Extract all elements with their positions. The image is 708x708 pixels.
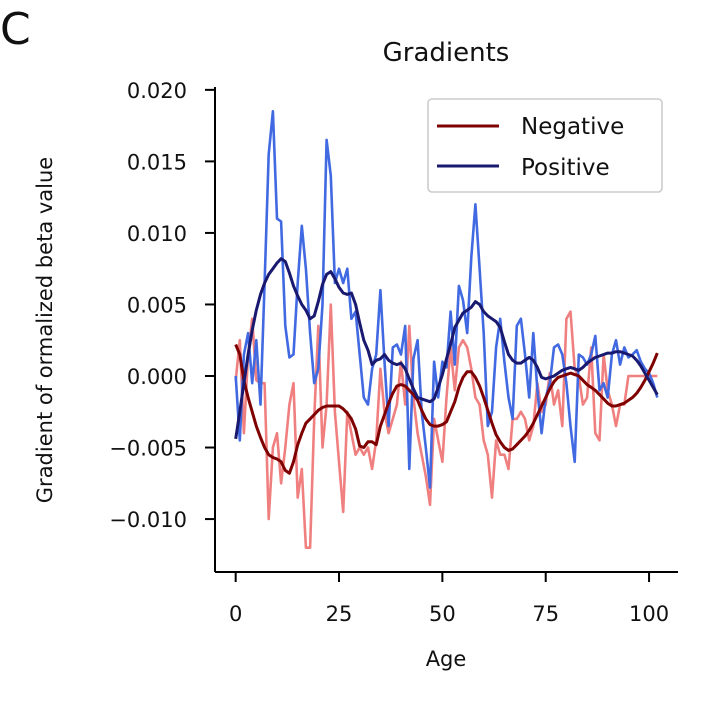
series-line-positive-smoothed [234,257,659,440]
x-tick-label: 0 [229,602,242,626]
panel-letter: C [0,4,31,55]
y-tick-label: 0.015 [127,150,187,174]
y-tick-label: 0.005 [127,293,187,317]
y-tick-label: 0.020 [127,79,187,103]
y-tick-label: 0.010 [127,222,187,246]
y-ticks: −0.010 −0.005 0.000 0.005 0.010 0.015 0.020 [109,79,215,532]
series-line-negative-smoothed [234,343,659,475]
legend-label-negative: Negative [521,114,624,140]
y-tick-label: −0.005 [109,437,187,461]
x-tick-label: 25 [326,602,353,626]
x-ticks: 0 25 50 75 100 [229,572,669,626]
legend-label-positive: Positive [521,155,610,181]
y-tick-label: −0.010 [109,508,187,532]
y-axis-label: Gradient of ormalized beta value [33,157,57,503]
y-tick-label: 0.000 [127,365,187,389]
x-tick-label: 100 [629,602,669,626]
x-axis-label: Age [426,647,467,671]
x-tick-label: 75 [532,602,559,626]
series-line-negative-raw [234,303,658,550]
x-tick-label: 50 [429,602,456,626]
chart-title: Gradients [383,38,510,68]
legend: Negative Positive [427,98,663,193]
legend-box [427,98,663,193]
plot-lines [234,110,659,550]
